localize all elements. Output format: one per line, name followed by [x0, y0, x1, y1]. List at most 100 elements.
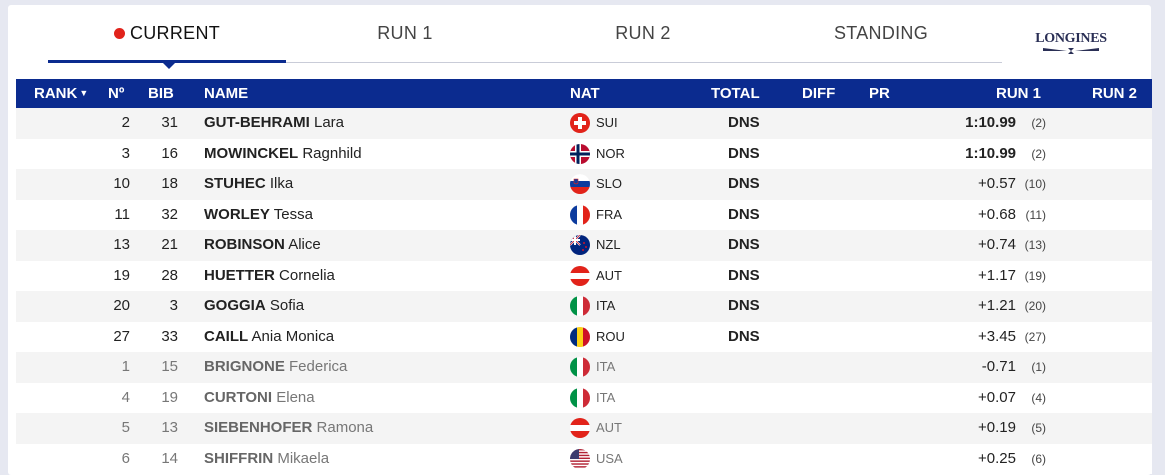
flag-icon — [570, 235, 590, 256]
nation: NOR — [570, 139, 625, 170]
athlete-first-name: Elena — [276, 388, 315, 406]
total-time: DNS — [728, 297, 760, 314]
tab-run-1[interactable]: RUN 1 — [286, 5, 524, 62]
tab-run-2[interactable]: RUN 2 — [524, 5, 762, 62]
table-row[interactable]: 19 28 HUETTER Cornelia AUT DNS +1.17 (19… — [16, 260, 1152, 292]
athlete-name[interactable]: CAILL Ania Monica — [204, 322, 334, 353]
nation: NZL — [570, 230, 621, 261]
flag-icon — [570, 387, 590, 408]
rank-number: 5 — [121, 419, 130, 436]
table-row[interactable]: 10 18 STUHEC Ilka SLO DNS +0.57 (10) — [16, 169, 1152, 200]
bib-number: 19 — [161, 388, 178, 406]
tab-standing[interactable]: STANDING — [762, 5, 1000, 62]
col-no-header: Nº — [108, 85, 125, 102]
col-diff-header: DIFF — [802, 85, 836, 102]
total-time: DNS — [728, 144, 760, 162]
athlete-first-name: Cornelia — [279, 266, 335, 284]
rank-number: 11 — [114, 205, 130, 223]
run1-time: -0.71 — [981, 358, 1016, 375]
table-row[interactable]: 2 31 GUT-BEHRAMI Lara SUI DNS 1:10.99 (2… — [16, 108, 1152, 139]
rank-number: 27 — [113, 327, 130, 345]
bib-number: 31 — [161, 114, 178, 131]
sort-desc-icon: ▼ — [79, 88, 89, 98]
nation-code: USA — [596, 450, 623, 466]
nation-code: SUI — [596, 115, 618, 130]
run1-rank: (11) — [1025, 207, 1046, 222]
rank-number: 19 — [113, 266, 130, 284]
run1-time: 1:10.99 — [965, 114, 1016, 131]
tab-standing-label: STANDING — [833, 23, 929, 43]
athlete-last-name: MOWINCKEL — [204, 144, 299, 162]
rank-number: 3 — [121, 144, 130, 162]
nation: SUI — [570, 108, 618, 139]
table-row[interactable]: 13 21 ROBINSON Alice NZL DNS +0.74 (13) — [16, 230, 1152, 261]
athlete-name[interactable]: HUETTER Cornelia — [204, 261, 335, 292]
col-nat-header: NAT — [570, 85, 600, 102]
col-rank-header[interactable]: RANK ▼ — [34, 79, 88, 108]
total-time: DNS — [728, 266, 760, 284]
athlete-name[interactable]: CURTONI Elena — [204, 383, 315, 414]
athlete-last-name: HUETTER — [204, 266, 275, 284]
bib-number: 28 — [161, 266, 178, 284]
nation: AUT — [570, 413, 622, 444]
winged-hourglass-icon — [1043, 48, 1099, 54]
nation-code: NOR — [596, 145, 625, 161]
run1-time: +0.25 — [978, 449, 1016, 467]
flag-icon — [570, 296, 590, 317]
run1-time: 1:10.99 — [965, 144, 1016, 162]
flag-icon — [570, 113, 590, 134]
athlete-last-name: SIEBENHOFER — [204, 419, 313, 436]
table-row[interactable]: 3 16 MOWINCKEL Ragnhild NOR DNS 1:10.99 … — [16, 138, 1152, 170]
active-tab-caret-icon — [163, 63, 175, 69]
table-row[interactable]: 1 15 BRIGNONE Federica ITA -0.71 (1) — [16, 352, 1152, 383]
table-row[interactable]: 11 32 WORLEY Tessa FRA DNS +0.68 (11) — [16, 199, 1152, 231]
bib-number: 14 — [161, 449, 178, 467]
bib-number: 16 — [161, 144, 178, 162]
athlete-name[interactable]: BRIGNONE Federica — [204, 352, 347, 383]
bib-number: 32 — [161, 205, 178, 223]
col-total-header: TOTAL — [711, 85, 760, 102]
nation-code: AUT — [596, 267, 622, 283]
tab-current[interactable]: CURRENT — [48, 5, 286, 62]
athlete-name[interactable]: WORLEY Tessa — [204, 200, 313, 231]
athlete-name[interactable]: GOGGIA Sofia — [204, 291, 304, 322]
athlete-name[interactable]: GUT-BEHRAMI Lara — [204, 108, 344, 139]
run1-rank: (27) — [1024, 329, 1046, 344]
table-row[interactable]: 27 33 CAILL Ania Monica ROU DNS +3.45 (2… — [16, 321, 1152, 353]
nation: AUT — [570, 261, 622, 292]
total-time: DNS — [728, 205, 760, 223]
athlete-first-name: Alice — [288, 236, 321, 253]
run1-rank: (6) — [1031, 451, 1046, 466]
athlete-name[interactable]: MOWINCKEL Ragnhild — [204, 139, 362, 170]
bib-number: 13 — [161, 419, 178, 436]
nation-code: ITA — [596, 359, 616, 374]
athlete-name[interactable]: SIEBENHOFER Ramona — [204, 413, 373, 444]
live-indicator-icon — [113, 28, 125, 39]
table-row[interactable]: 4 19 CURTONI Elena ITA +0.07 (4) — [16, 382, 1152, 414]
total-time — [728, 352, 768, 383]
nation: ITA — [570, 383, 615, 414]
col-bib-header: BIB — [148, 85, 174, 102]
rank-number: 4 — [121, 388, 130, 406]
bib-number: 18 — [161, 175, 178, 192]
athlete-name[interactable]: ROBINSON Alice — [204, 230, 321, 261]
rank-number: 10 — [113, 175, 130, 192]
athlete-last-name: STUHEC — [204, 175, 266, 192]
table-row[interactable]: 6 14 SHIFFRIN Mikaela USA +0.25 (6) — [16, 443, 1152, 475]
col-run1-header: RUN 1 — [996, 85, 1042, 102]
athlete-name[interactable]: STUHEC Ilka — [204, 169, 293, 200]
col-name-header: NAME — [204, 85, 249, 102]
athlete-last-name: ROBINSON — [204, 236, 285, 253]
total-time — [728, 383, 768, 414]
athlete-last-name: WORLEY — [204, 205, 270, 223]
flag-icon — [570, 418, 590, 439]
total-time: DNS — [728, 175, 760, 192]
athlete-name[interactable]: SHIFFRIN Mikaela — [204, 444, 329, 475]
run1-time: +0.19 — [978, 419, 1016, 436]
total-time: DNS — [728, 327, 760, 345]
nation-code: AUT — [596, 420, 622, 435]
tab-run-2-label: RUN 2 — [615, 23, 671, 43]
table-row[interactable]: 5 13 SIEBENHOFER Ramona AUT +0.19 (5) — [16, 413, 1152, 444]
rank-number: 1 — [121, 358, 130, 375]
table-row[interactable]: 20 3 GOGGIA Sofia ITA DNS +1.21 (20) — [16, 291, 1152, 322]
